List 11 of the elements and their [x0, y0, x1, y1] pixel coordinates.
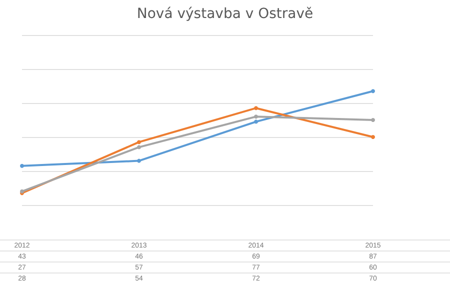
point [371, 135, 375, 139]
point [371, 89, 375, 94]
point [254, 114, 258, 119]
point [20, 164, 24, 168]
point [137, 140, 141, 144]
point [371, 118, 375, 122]
point [137, 158, 141, 163]
point [254, 120, 258, 124]
point [137, 145, 141, 150]
chart-title: Nová výstavba v Ostravě [136, 6, 314, 22]
point [254, 106, 258, 110]
